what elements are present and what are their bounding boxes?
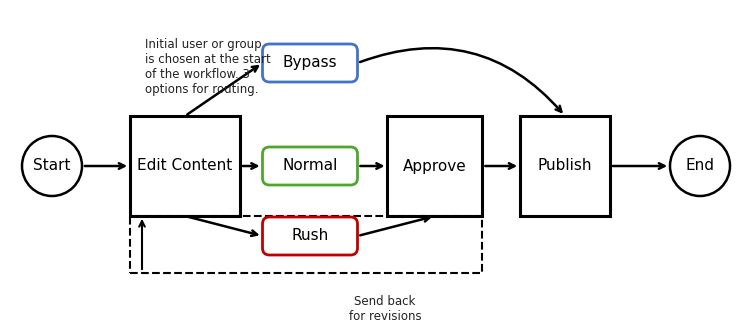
Text: Approve: Approve (403, 159, 466, 173)
Text: Start: Start (33, 159, 70, 173)
Text: Initial user or group
is chosen at the start
of the workflow. 3
options for rout: Initial user or group is chosen at the s… (145, 38, 271, 96)
Bar (388, 116, 482, 216)
Text: Rush: Rush (291, 228, 328, 243)
Bar (130, 116, 240, 216)
Bar (520, 116, 610, 216)
Text: Send back
for revisions: Send back for revisions (349, 295, 422, 323)
Text: End: End (686, 159, 715, 173)
Text: Edit Content: Edit Content (137, 159, 232, 173)
Text: Publish: Publish (538, 159, 592, 173)
Text: Bypass: Bypass (283, 56, 338, 71)
Bar (130, 216, 482, 273)
Text: Normal: Normal (282, 159, 338, 173)
